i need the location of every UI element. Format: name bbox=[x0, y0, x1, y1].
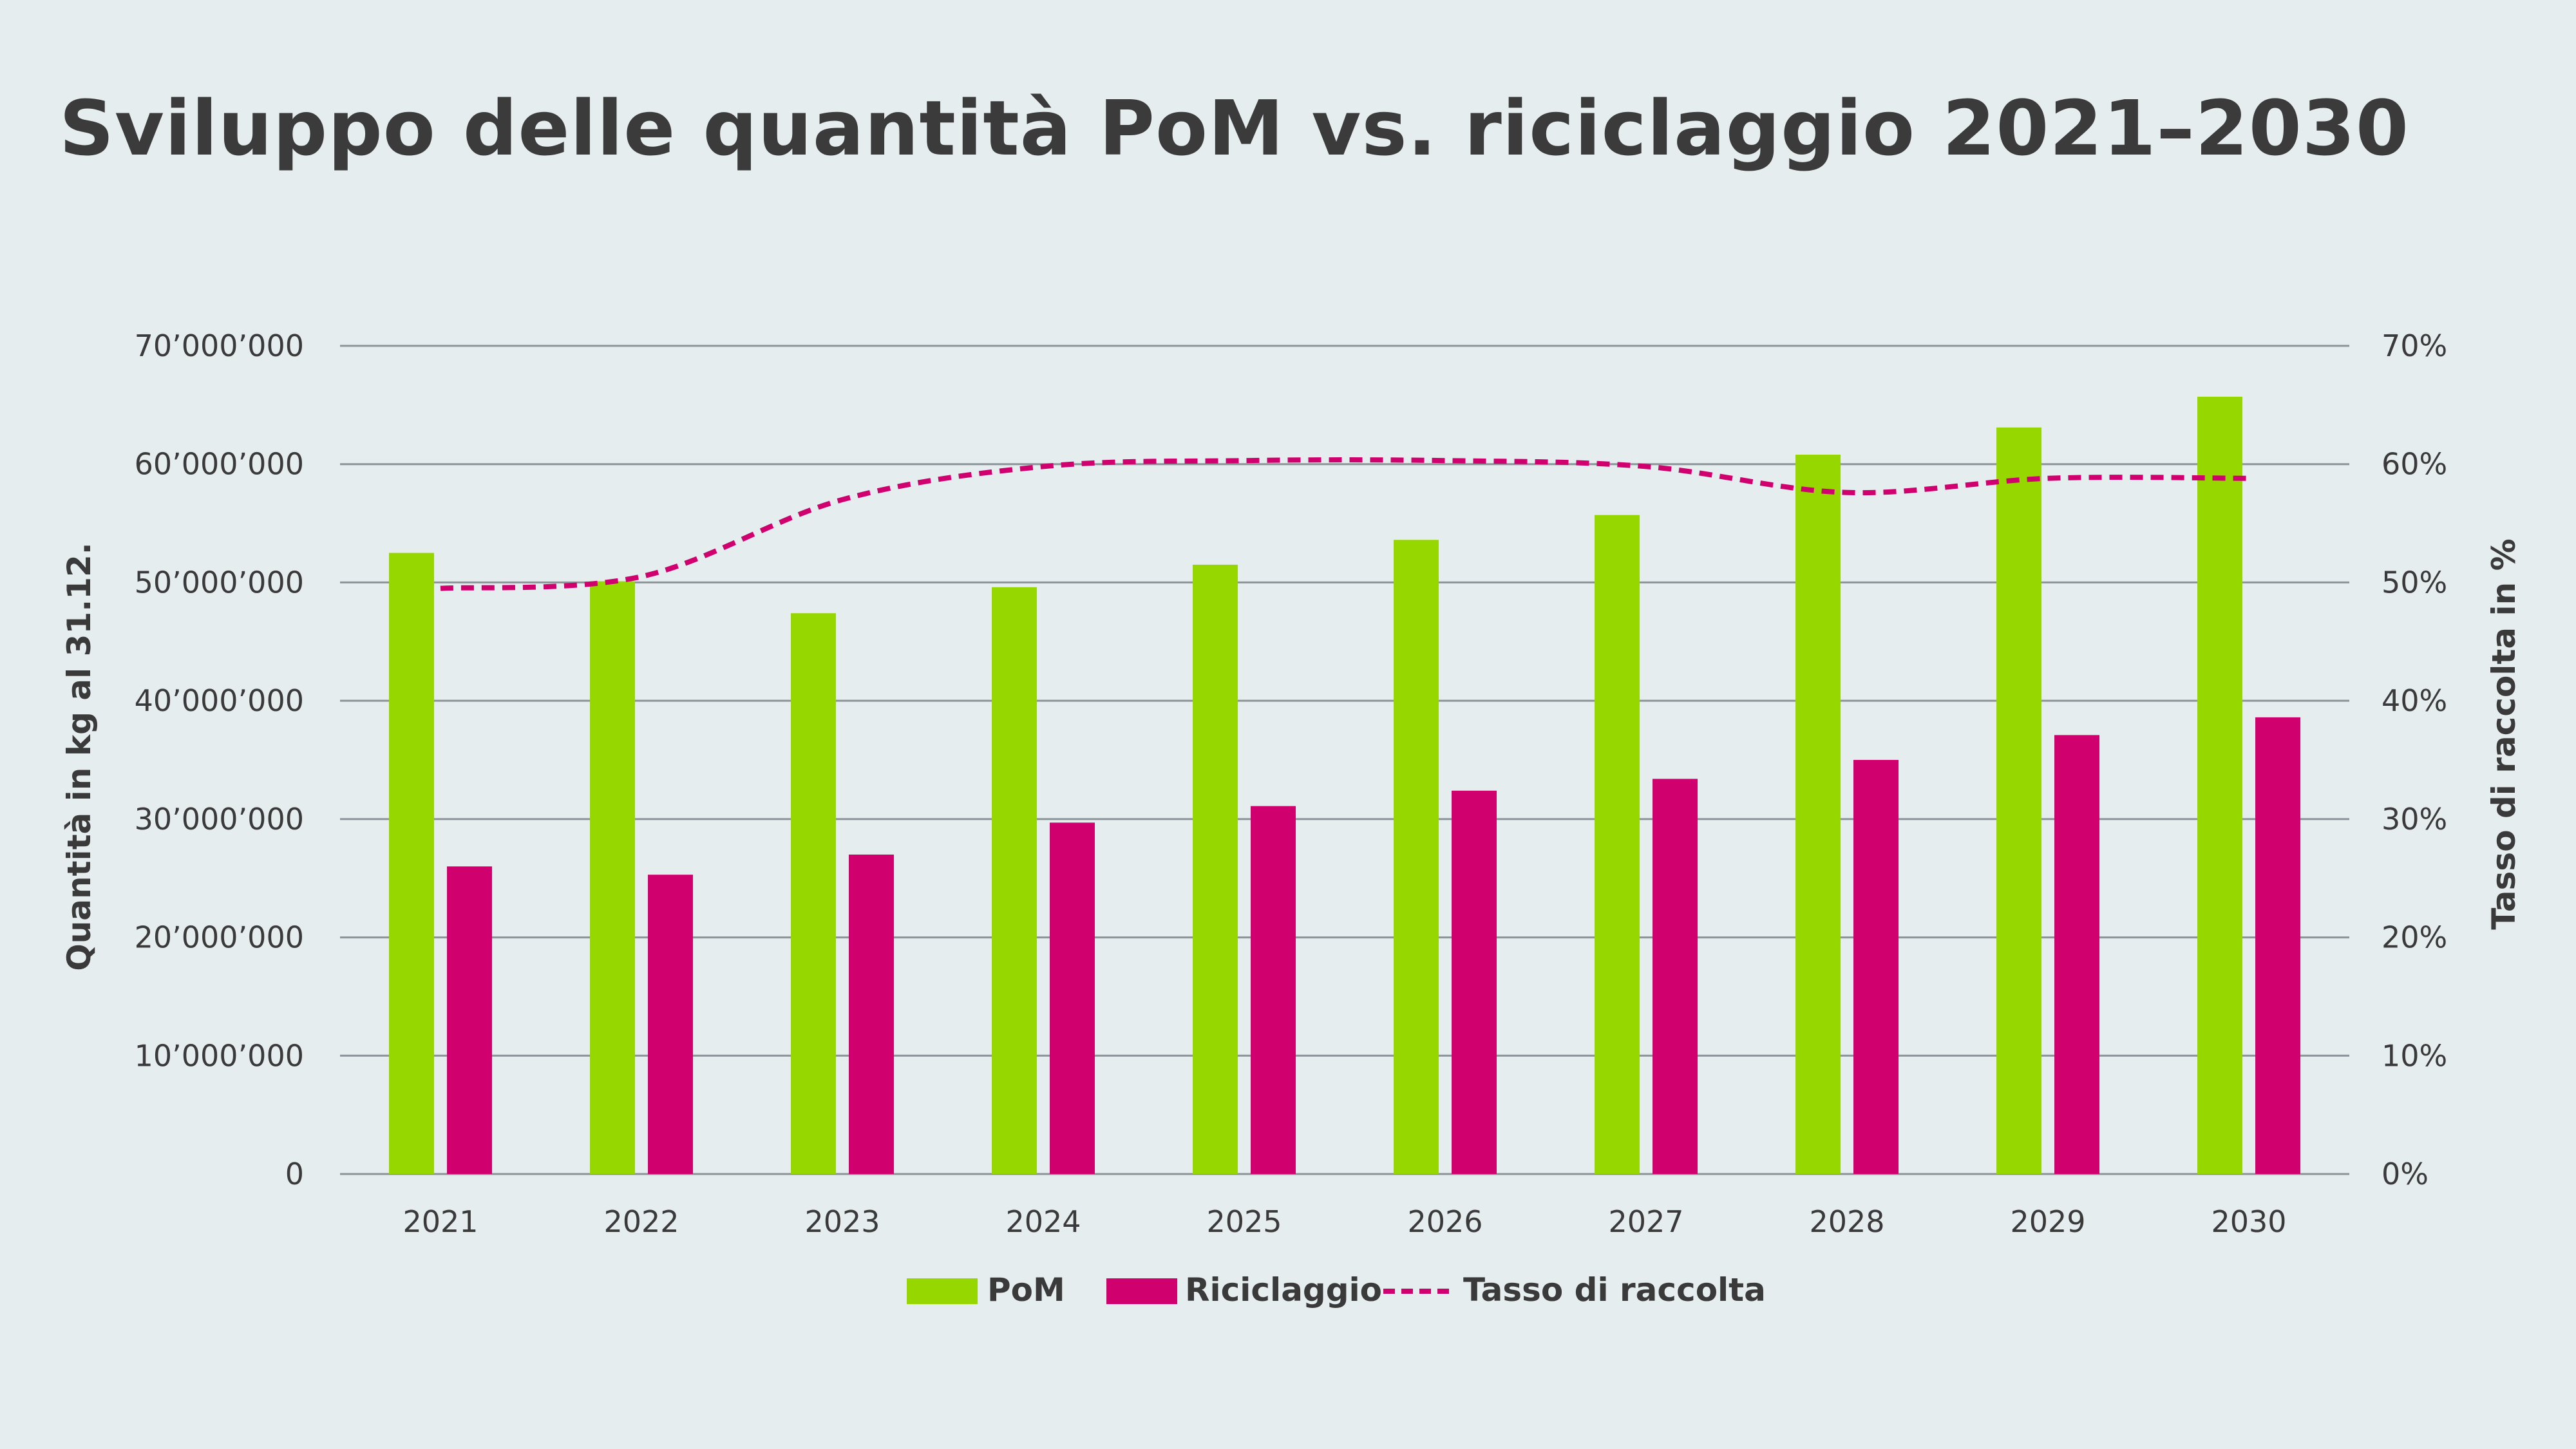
y-tick-label-right: 10% bbox=[2382, 1038, 2447, 1073]
y-tick-label-left: 0 bbox=[285, 1157, 304, 1191]
y-axis-left-label: Quantità in kg al 31.12. bbox=[61, 542, 98, 971]
x-tick-label: 2030 bbox=[2211, 1204, 2286, 1239]
y-tick-label-right: 20% bbox=[2382, 920, 2447, 955]
y-tick-label-right: 30% bbox=[2382, 802, 2447, 837]
bar-riciclaggio bbox=[648, 875, 693, 1174]
bar-pom bbox=[992, 587, 1037, 1174]
y-tick-label-left: 20’000’000 bbox=[135, 920, 304, 955]
gridlines bbox=[340, 345, 2349, 1175]
x-axis-ticks: 2021 2022 2023 2024 2025 2026 2027 2028 2029 2030 bbox=[402, 1204, 2286, 1239]
legend: PoM Riciclaggio Tasso di raccolta bbox=[907, 1271, 1766, 1309]
y-tick-label-right: 40% bbox=[2382, 683, 2447, 718]
x-tick-label: 2029 bbox=[2010, 1204, 2085, 1239]
legend-label-riciclaggio: Riciclaggio bbox=[1185, 1271, 1382, 1309]
x-tick-label: 2026 bbox=[1407, 1204, 1482, 1239]
y-tick-label-left: 40’000’000 bbox=[135, 683, 304, 718]
chart-title: Sviluppo delle quantità PoM vs. riciclag… bbox=[59, 84, 2410, 173]
bar-riciclaggio bbox=[447, 866, 492, 1174]
legend-label-pom: PoM bbox=[987, 1271, 1065, 1309]
bar-riciclaggio bbox=[1050, 822, 1095, 1174]
bar-pom bbox=[1595, 515, 1640, 1174]
bar-riciclaggio bbox=[2054, 735, 2099, 1174]
bar-pom bbox=[1193, 564, 1238, 1174]
y-tick-label-left: 30’000’000 bbox=[135, 802, 304, 837]
x-tick-label: 2027 bbox=[1608, 1204, 1683, 1239]
legend-swatch-pom bbox=[907, 1278, 978, 1304]
bar-pom bbox=[1795, 455, 1841, 1175]
bar-pom bbox=[389, 553, 434, 1174]
y-axis-left-ticks: 0 10’000’000 20’000’000 30’000’000 40’000’00… bbox=[135, 328, 304, 1191]
collection-rate-line bbox=[440, 457, 2249, 591]
y-tick-label-left: 70’000’000 bbox=[135, 328, 304, 363]
bar-pom bbox=[791, 613, 836, 1174]
line-tasso-di-raccolta bbox=[440, 457, 2249, 591]
bar-pom bbox=[2197, 396, 2242, 1175]
bar-pom bbox=[1996, 427, 2041, 1174]
x-tick-label: 2025 bbox=[1206, 1204, 1282, 1239]
bar-riciclaggio bbox=[1452, 790, 1497, 1174]
legend-label-tasso: Tasso di raccolta bbox=[1463, 1271, 1766, 1309]
y-tick-label-right: 70% bbox=[2382, 328, 2447, 363]
y-tick-label-right: 50% bbox=[2382, 565, 2447, 600]
y-axis-right-label: Tasso di raccolta in % bbox=[2485, 538, 2523, 929]
y-tick-label-left: 10’000’000 bbox=[135, 1038, 304, 1073]
y-tick-label-right: 0% bbox=[2382, 1157, 2429, 1191]
y-tick-label-left: 50’000’000 bbox=[135, 565, 304, 600]
x-tick-label: 2023 bbox=[804, 1204, 880, 1239]
bar-pom bbox=[590, 581, 635, 1174]
x-tick-label: 2028 bbox=[1809, 1204, 1884, 1239]
bar-riciclaggio bbox=[849, 854, 894, 1174]
bar-riciclaggio bbox=[2255, 717, 2300, 1174]
bar-riciclaggio bbox=[1853, 760, 1899, 1174]
bars bbox=[389, 396, 2300, 1175]
x-tick-label: 2022 bbox=[603, 1204, 679, 1239]
bar-pom bbox=[1394, 540, 1439, 1174]
y-tick-label-right: 60% bbox=[2382, 447, 2447, 482]
y-tick-label-left: 60’000’000 bbox=[135, 447, 304, 482]
x-tick-label: 2024 bbox=[1005, 1204, 1081, 1239]
bar-riciclaggio bbox=[1653, 779, 1698, 1174]
y-axis-right-ticks: 0% 10% 20% 30% 40% 50% 60% 70% bbox=[2382, 328, 2447, 1191]
bar-riciclaggio bbox=[1251, 806, 1296, 1174]
legend-swatch-riciclaggio bbox=[1106, 1278, 1177, 1304]
x-tick-label: 2021 bbox=[402, 1204, 478, 1239]
